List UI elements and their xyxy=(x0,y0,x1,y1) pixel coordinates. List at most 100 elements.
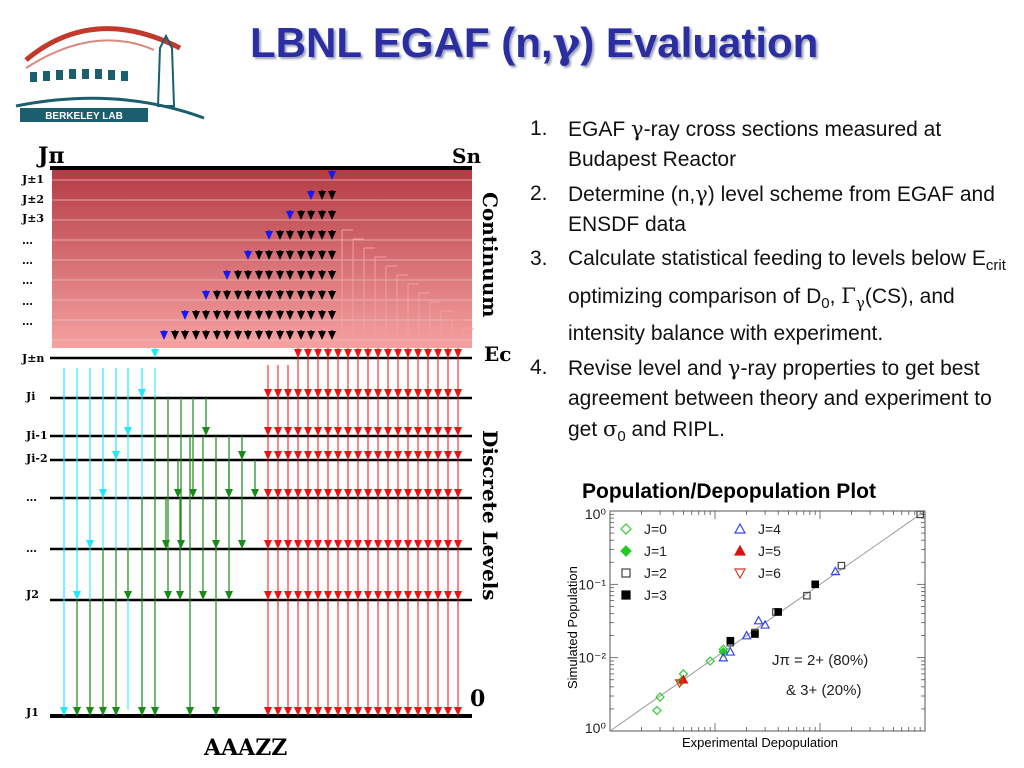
red-cascade-head xyxy=(364,427,372,436)
discrete-level-label: Ji-1 xyxy=(25,429,48,442)
red-cascade-head xyxy=(314,489,322,498)
continuum-arrow-head xyxy=(286,331,294,340)
step-number: 2. xyxy=(530,182,548,205)
red-cascade-head xyxy=(354,427,362,436)
continuum-arrow-head xyxy=(286,311,294,320)
continuum-arrow-head xyxy=(297,291,305,300)
red-cascade-head xyxy=(394,349,402,358)
continuum-arrow-head xyxy=(244,271,252,280)
red-cascade-head xyxy=(284,591,292,600)
continuum-arrow-head xyxy=(265,311,273,320)
step-text: γ xyxy=(631,117,644,141)
red-cascade-head xyxy=(274,389,282,398)
data-point xyxy=(741,630,752,640)
ground-level-label: J1 xyxy=(25,706,39,719)
sn-label: Sn xyxy=(452,144,481,168)
continuum-arrow-head xyxy=(244,311,252,320)
continuum-arrow-head xyxy=(276,271,284,280)
red-cascade-head xyxy=(374,451,382,460)
red-cascade-head xyxy=(284,451,292,460)
legend-label: J=3 xyxy=(644,587,667,603)
page-title: LBNL EGAF (n,γ) Evaluation xyxy=(250,18,819,67)
data-point xyxy=(753,615,764,625)
continuum-arrow-head xyxy=(171,331,179,340)
red-cascade-head xyxy=(334,591,342,600)
data-point xyxy=(751,630,759,638)
continuum-arrow-head xyxy=(213,291,221,300)
continuum-arrow-head xyxy=(328,331,336,340)
y-tick-label: 10⁻¹ xyxy=(578,576,606,592)
red-cascade-head xyxy=(434,707,442,716)
jpi-label: Jπ xyxy=(36,143,65,169)
continuum-arrow-head xyxy=(255,251,263,260)
red-cascade-head xyxy=(294,349,302,358)
continuum-arrow-head xyxy=(223,291,231,300)
data-point xyxy=(774,608,783,616)
red-cascade-head xyxy=(414,349,422,358)
red-cascade-head xyxy=(394,540,402,549)
red-cascade-head xyxy=(454,451,462,460)
green-transition-arrow-head xyxy=(124,591,132,600)
red-cascade-head xyxy=(384,451,392,460)
continuum-arrow-head xyxy=(307,331,315,340)
red-cascade-head xyxy=(274,591,282,600)
red-cascade-head xyxy=(454,707,462,716)
discrete-level-label: … xyxy=(26,491,37,504)
red-cascade-head xyxy=(424,349,432,358)
red-cascade-head xyxy=(294,540,302,549)
evaluation-steps: 1. EGAF γ-ray cross sections measured at … xyxy=(530,114,1010,457)
red-cascade-head xyxy=(414,591,422,600)
red-cascade-head xyxy=(394,591,402,600)
continuum-arrow-head xyxy=(223,311,231,320)
step-text: 0 xyxy=(617,428,626,446)
continuum-arrow-head xyxy=(244,331,252,340)
green-transition-arrow-head xyxy=(99,707,107,716)
green-transition-arrow-head xyxy=(174,489,182,498)
continuum-arrow-head xyxy=(307,251,315,260)
red-cascade-head xyxy=(344,540,352,549)
red-cascade-head xyxy=(374,489,382,498)
red-cascade-head xyxy=(444,451,452,460)
red-cascade-head xyxy=(404,427,412,436)
level-labels: J±1 J±2 J±3 … … … … … J±n Ji Ji-1 Ji-2 … … J2 J1 xyxy=(21,173,48,719)
green-transition-arrow-head xyxy=(177,540,185,549)
step-text: -ray properties to get best agreement be… xyxy=(568,357,992,442)
green-transition-arrow-head xyxy=(202,427,210,436)
red-cascade-head xyxy=(324,540,332,549)
red-cascade-head xyxy=(454,540,462,549)
continuum-arrow-head xyxy=(307,271,315,280)
red-cascade-head xyxy=(344,427,352,436)
berkeley-lab-logo: BERKELEY LAB xyxy=(15,26,205,122)
red-cascade-head xyxy=(324,591,332,600)
continuum-arrow-head xyxy=(318,211,326,220)
continuum-arrow-head xyxy=(192,331,200,340)
red-cascade-head xyxy=(384,591,392,600)
continuum-arrow-head xyxy=(244,251,252,260)
continuum-level-label: J±2 xyxy=(21,193,44,206)
cyan-transition-arrow-head xyxy=(60,707,68,716)
red-cascade-head xyxy=(334,707,342,716)
continuum-arrow-head xyxy=(328,211,336,220)
continuum-arrow-head xyxy=(328,231,336,240)
continuum-arrow-head xyxy=(276,331,284,340)
step-item: 4. Revise level and γ-ray properties to g… xyxy=(530,353,1010,452)
red-cascade-head xyxy=(424,489,432,498)
red-cascade-head xyxy=(374,349,382,358)
continuum-arrow-head xyxy=(202,331,210,340)
red-cascade-head xyxy=(334,349,342,358)
continuum-arrow-head xyxy=(328,191,336,200)
step-text: γ xyxy=(695,182,708,206)
continuum-arrow-head xyxy=(255,271,263,280)
step-text: crit xyxy=(985,257,1006,275)
red-cascade-head xyxy=(434,349,442,358)
red-cascade-head xyxy=(324,451,332,460)
red-cascade-head xyxy=(424,540,432,549)
red-cascade-head xyxy=(364,389,372,398)
step-text: 0 xyxy=(821,295,830,313)
continuum-arrow-head xyxy=(265,271,273,280)
continuum-level-label: J±1 xyxy=(21,173,44,186)
data-point xyxy=(725,646,736,656)
continuum-arrow-head xyxy=(223,331,231,340)
red-cascade-head xyxy=(364,540,372,549)
continuum-arrow-head xyxy=(255,291,263,300)
